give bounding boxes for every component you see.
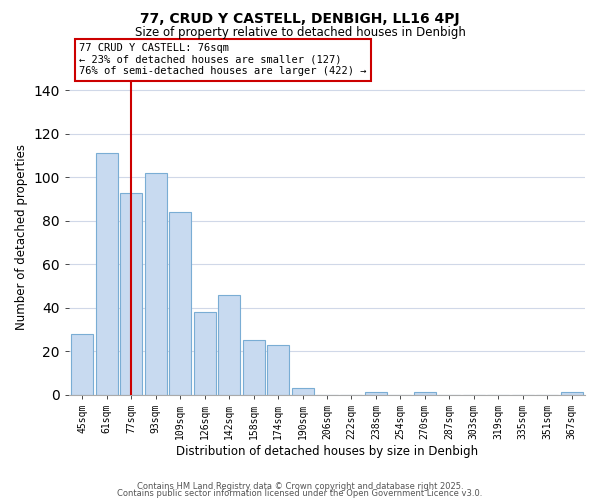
Bar: [414, 392, 436, 394]
Bar: [169, 212, 191, 394]
Bar: [71, 334, 94, 394]
Bar: [560, 392, 583, 394]
X-axis label: Distribution of detached houses by size in Denbigh: Distribution of detached houses by size …: [176, 444, 478, 458]
Text: Size of property relative to detached houses in Denbigh: Size of property relative to detached ho…: [134, 26, 466, 39]
Bar: [96, 154, 118, 394]
Bar: [267, 344, 289, 395]
Bar: [292, 388, 314, 394]
Text: 77, CRUD Y CASTELL, DENBIGH, LL16 4PJ: 77, CRUD Y CASTELL, DENBIGH, LL16 4PJ: [140, 12, 460, 26]
Text: Contains HM Land Registry data © Crown copyright and database right 2025.: Contains HM Land Registry data © Crown c…: [137, 482, 463, 491]
Bar: [121, 192, 142, 394]
Text: Contains public sector information licensed under the Open Government Licence v3: Contains public sector information licen…: [118, 490, 482, 498]
Bar: [218, 294, 240, 394]
Bar: [194, 312, 216, 394]
Bar: [145, 173, 167, 394]
Y-axis label: Number of detached properties: Number of detached properties: [15, 144, 28, 330]
Bar: [365, 392, 387, 394]
Bar: [242, 340, 265, 394]
Text: 77 CRUD Y CASTELL: 76sqm
← 23% of detached houses are smaller (127)
76% of semi-: 77 CRUD Y CASTELL: 76sqm ← 23% of detach…: [79, 43, 367, 76]
